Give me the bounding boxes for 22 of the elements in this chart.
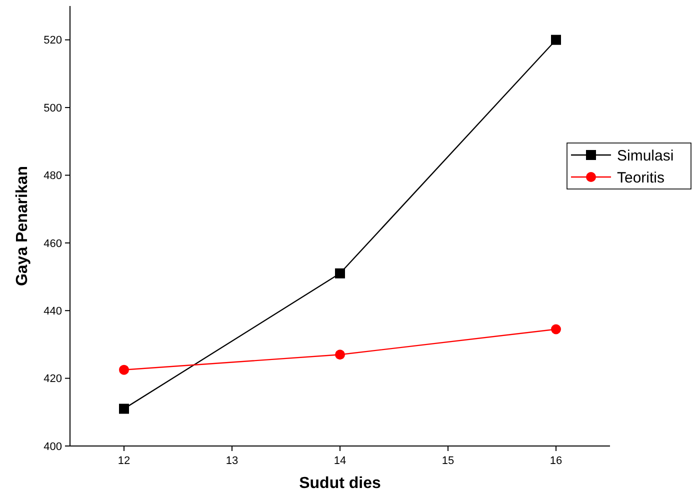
point [551,324,561,334]
y-tick-label: 520 [44,34,62,47]
point [119,404,129,414]
y-tick-label: 420 [44,373,62,386]
x-tick-label: 12 [118,455,130,467]
x-tick-label: 16 [550,455,562,467]
point [335,350,345,360]
legend-label: Simulasi [617,147,674,164]
y-tick-label: 480 [44,170,62,182]
y-tick-label: 500 [44,102,62,114]
x-tick-label: 14 [334,455,346,467]
x-tick-label: 15 [442,455,454,467]
point [551,34,561,45]
point [335,268,345,278]
y-tick-label: 460 [44,238,62,250]
y-tick-label: 400 [44,440,62,453]
y-axis-title: Gaya Penarikan [14,166,31,286]
y-tick-label: 440 [44,305,62,318]
point [119,364,129,375]
x-tick-label: 13 [226,455,238,467]
legend-label: Teoritis [617,169,665,186]
x-axis-title: Sudut dies [299,475,381,490]
